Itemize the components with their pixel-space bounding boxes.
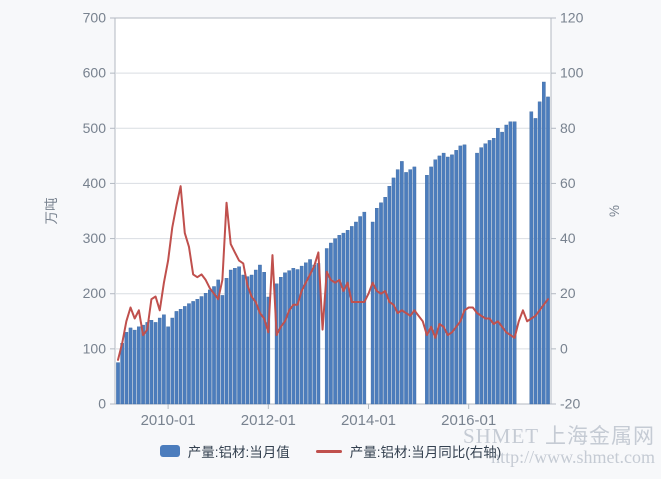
right-axis-title: % xyxy=(606,205,622,218)
svg-text:500: 500 xyxy=(83,120,107,136)
svg-text:600: 600 xyxy=(83,65,107,81)
x-axis: 2010-01 2012-01 2014-01 2016-01 xyxy=(141,404,496,429)
svg-text:100: 100 xyxy=(83,340,107,356)
line-series-label: 产量:铝材:当月同比(右轴) xyxy=(349,445,502,460)
svg-text:20: 20 xyxy=(560,285,576,301)
svg-text:0: 0 xyxy=(560,340,568,356)
svg-text:300: 300 xyxy=(83,230,107,246)
svg-text:700: 700 xyxy=(83,10,107,26)
y-axis-left: 0 100 200 300 400 500 600 700 xyxy=(83,10,115,412)
line-series xyxy=(117,185,549,361)
svg-text:2010-01: 2010-01 xyxy=(141,412,196,429)
bar-series-swatch-icon xyxy=(159,445,180,457)
svg-text:60: 60 xyxy=(560,175,576,191)
svg-text:2016-01: 2016-01 xyxy=(441,412,496,429)
chart-legend: 产量:铝材:当月值 产量:铝材:当月同比(右轴) xyxy=(0,441,661,461)
svg-text:100: 100 xyxy=(560,65,584,81)
legend-item-line-series[interactable]: 产量:铝材:当月同比(右轴) xyxy=(315,441,502,461)
svg-text:2014-01: 2014-01 xyxy=(341,412,396,429)
bar-series-label: 产量:铝材:当月值 xyxy=(187,445,290,460)
svg-text:120: 120 xyxy=(560,10,584,26)
svg-text:2012-01: 2012-01 xyxy=(241,412,296,429)
bar-series xyxy=(116,81,550,405)
left-axis-title: 万吨 xyxy=(44,197,59,225)
svg-text:0: 0 xyxy=(98,396,106,412)
y-axis-right: -20 0 20 40 60 80 100 120 xyxy=(551,10,584,412)
legend-item-bar-series[interactable]: 产量:铝材:当月值 xyxy=(159,441,290,461)
line-series-swatch-icon xyxy=(315,449,342,453)
svg-text:-20: -20 xyxy=(560,396,580,412)
svg-text:200: 200 xyxy=(83,285,107,301)
svg-text:400: 400 xyxy=(83,175,107,191)
svg-text:40: 40 xyxy=(560,230,576,246)
svg-text:80: 80 xyxy=(560,120,576,136)
